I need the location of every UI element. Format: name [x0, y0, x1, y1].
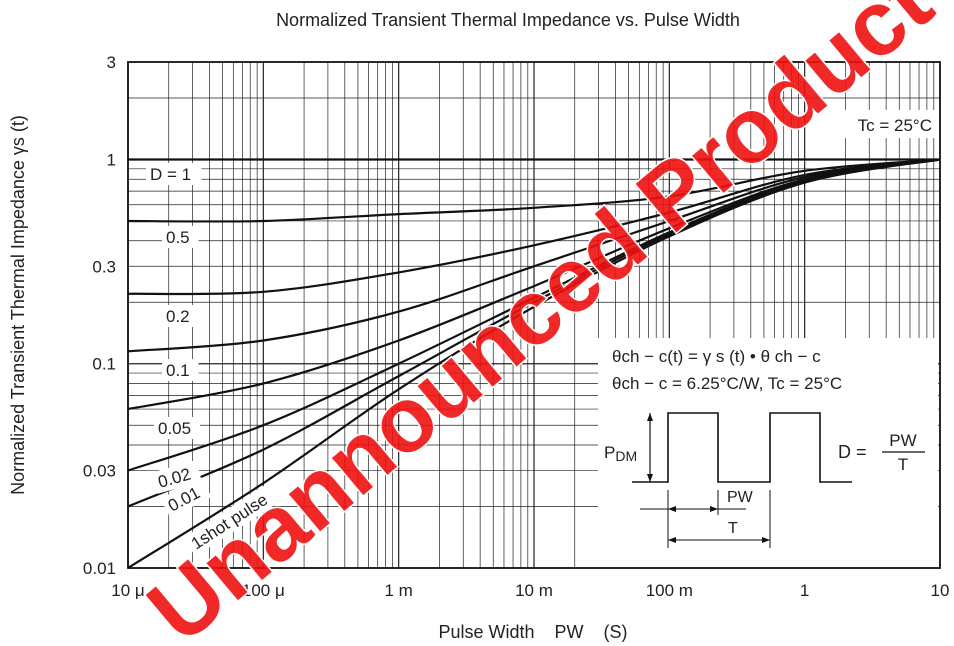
- duty-numerator: PW: [889, 431, 916, 450]
- series-label-background: [162, 359, 199, 381]
- x-tick-label: 10 m: [515, 581, 553, 600]
- y-axis-label: Normalized Transient Thermal Impedance γ…: [8, 115, 28, 495]
- duty-denominator: T: [898, 455, 908, 474]
- y-tick-label: 1: [107, 150, 116, 169]
- y-tick-label: 0.1: [92, 355, 116, 374]
- y-tick-label: 0.03: [83, 462, 116, 481]
- series-label-text: 0.1: [166, 361, 190, 380]
- series-label-background: [183, 476, 290, 557]
- x-tick-label: 1: [800, 581, 809, 600]
- series-label-background: [154, 417, 200, 439]
- t-arrow-right: [762, 537, 770, 543]
- tick-labels: 10 μ 100 μ 1 m 10 m 100 m 1 10 0.01 0.03 0.1 0.3 1 3: [83, 53, 950, 600]
- formula-line-2: θch − c = 6.25°C/W, Tc = 25°C: [612, 374, 842, 393]
- y-tick-label: 3: [107, 53, 116, 72]
- series-label: D = 1: [146, 163, 202, 185]
- formula-inset-background: [598, 338, 938, 568]
- series-label: 0.1: [162, 359, 199, 381]
- x-tick-label: 10 μ: [111, 581, 144, 600]
- series-label-background: [162, 226, 199, 248]
- series-label-text: D = 1: [150, 165, 191, 184]
- series-line: [127, 158, 941, 353]
- tc-note-background: [830, 110, 935, 138]
- series-label-background: [162, 305, 199, 327]
- series-label-text: 0.2: [166, 307, 190, 326]
- pulse-diagram: PDM PW T D = PW T: [604, 412, 925, 548]
- x-tick-label: 1 m: [384, 581, 412, 600]
- pulse-waveform: [632, 412, 852, 483]
- formula-line-1: θch − c(t) = γ s (t) • θ ch − c: [612, 347, 821, 366]
- series-label-text: 0.05: [158, 419, 191, 438]
- duty-equals-label: D =: [838, 442, 867, 462]
- pdm-arrow-up: [647, 413, 653, 421]
- pdm-arrow-down: [647, 474, 653, 482]
- series-label-text: 0.5: [166, 228, 190, 247]
- x-tick-label: 10: [931, 581, 950, 600]
- tc-note: Tc = 25°C: [858, 116, 932, 135]
- series-label: 0.5: [162, 226, 199, 248]
- series-label-background: [146, 163, 202, 185]
- series-label-background: [151, 460, 202, 494]
- series-label-background: [160, 477, 212, 519]
- x-axis-label: Pulse Width PW (S): [438, 622, 627, 642]
- y-tick-label: 0.3: [92, 257, 116, 276]
- x-tick-label: 100 μ: [242, 581, 285, 600]
- series-line: [127, 158, 941, 296]
- series-line: [127, 158, 941, 569]
- pw-label: PW: [727, 489, 754, 506]
- pdm-label: PDM: [604, 443, 637, 464]
- t-label: T: [728, 520, 738, 537]
- t-arrow-left: [668, 537, 676, 543]
- y-tick-label: 0.01: [83, 559, 116, 578]
- series-label: 0.2: [162, 305, 199, 327]
- chart-title: Normalized Transient Thermal Impedance v…: [276, 10, 740, 30]
- plot-frame: [127, 61, 941, 569]
- pw-arrow-right: [710, 506, 718, 512]
- series-line: [127, 158, 941, 223]
- x-tick-label: 100 m: [646, 581, 693, 600]
- series-label: 0.05: [154, 417, 200, 439]
- pw-arrow-left: [668, 506, 676, 512]
- curves: [127, 158, 941, 569]
